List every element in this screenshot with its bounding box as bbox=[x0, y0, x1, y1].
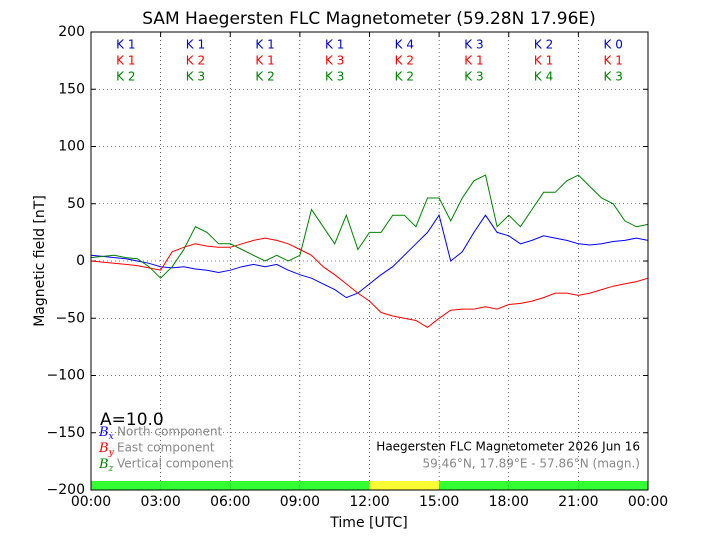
x-axis-label: Time [UTC] bbox=[329, 515, 407, 531]
y-tick-label: 150 bbox=[58, 81, 85, 97]
station-note: Haegersten FLC Magnetometer 2026 Jun 16 bbox=[376, 440, 640, 454]
legend-symbol: Bx bbox=[98, 425, 114, 442]
x-tick-label: 18:00 bbox=[489, 494, 529, 510]
y-axis-label: Magnetic field [nT] bbox=[32, 195, 48, 327]
k-index: K 1 bbox=[116, 38, 135, 52]
k-index: K 1 bbox=[186, 38, 205, 52]
x-tick-label: 15:00 bbox=[419, 494, 459, 510]
k-index: K 2 bbox=[395, 54, 414, 68]
legend-label: East component bbox=[117, 441, 215, 455]
coordinates-note: 59.46°N, 17.89°E - 57.86°N (magn.) bbox=[423, 457, 640, 471]
activity-index: A=10.0 bbox=[100, 410, 164, 430]
legend-symbol-subscript: x bbox=[109, 432, 114, 442]
legend-symbol-letter: B bbox=[98, 457, 109, 472]
x-tick-label: 12:00 bbox=[349, 494, 389, 510]
y-tick-label: −50 bbox=[55, 310, 85, 326]
legend-label: North component bbox=[117, 425, 223, 439]
status-segment bbox=[369, 481, 440, 490]
chart-title: SAM Haegersten FLC Magnetometer (59.28N … bbox=[142, 9, 596, 29]
series-line bbox=[90, 237, 649, 329]
x-tick-label: 21:00 bbox=[558, 494, 598, 510]
status-segment bbox=[439, 481, 509, 490]
legend-symbol-letter: B bbox=[98, 425, 109, 440]
k-index: K 3 bbox=[325, 54, 344, 68]
plot-frame bbox=[90, 31, 649, 491]
status-segment bbox=[299, 481, 370, 490]
series-line bbox=[90, 174, 649, 279]
k-index: K 1 bbox=[534, 54, 553, 68]
legend-symbol-subscript: z bbox=[108, 464, 114, 474]
status-segment bbox=[578, 481, 648, 490]
k-index: K 1 bbox=[116, 54, 135, 68]
k-index: K 2 bbox=[186, 54, 205, 68]
y-tick-label: 0 bbox=[76, 253, 85, 269]
legend-symbol-subscript: y bbox=[108, 448, 115, 458]
k-index: K 3 bbox=[464, 38, 483, 52]
k-index: K 4 bbox=[395, 38, 414, 52]
k-index: K 2 bbox=[255, 70, 274, 84]
x-tick-label: 00:00 bbox=[628, 494, 668, 510]
k-index: K 3 bbox=[604, 70, 623, 84]
y-tick-label: 200 bbox=[58, 24, 85, 40]
k-index: K 2 bbox=[534, 38, 553, 52]
status-segment bbox=[230, 481, 300, 490]
x-tick-label: 09:00 bbox=[280, 494, 320, 510]
status-segment bbox=[91, 481, 161, 490]
y-tick-label: 50 bbox=[67, 196, 85, 212]
k-index: K 2 bbox=[116, 70, 135, 84]
y-tick-label: −100 bbox=[47, 368, 85, 384]
k-index: K 1 bbox=[325, 38, 344, 52]
k-index: K 1 bbox=[604, 54, 623, 68]
legend-label: Vertical component bbox=[117, 457, 234, 471]
status-segment bbox=[160, 481, 231, 490]
x-tick-label: 06:00 bbox=[210, 494, 250, 510]
legend-symbol: By bbox=[98, 441, 115, 458]
k-index: K 3 bbox=[325, 70, 344, 84]
status-segment bbox=[508, 481, 579, 490]
y-tick-label: −200 bbox=[47, 482, 85, 498]
k-index: K 4 bbox=[534, 70, 553, 84]
legend-symbol: Bz bbox=[98, 457, 114, 474]
series-line bbox=[90, 213, 649, 299]
k-index: K 3 bbox=[464, 70, 483, 84]
k-index: K 3 bbox=[186, 70, 205, 84]
y-tick-label: −150 bbox=[47, 425, 85, 441]
x-tick-label: 00:00 bbox=[71, 494, 111, 510]
k-index: K 1 bbox=[255, 54, 274, 68]
x-tick-label: 03:00 bbox=[140, 494, 180, 510]
k-index: K 1 bbox=[464, 54, 483, 68]
legend-symbol-letter: B bbox=[98, 441, 109, 456]
k-index: K 2 bbox=[395, 70, 414, 84]
y-tick-label: 100 bbox=[58, 139, 85, 155]
k-index: K 0 bbox=[604, 38, 623, 52]
k-index: K 1 bbox=[255, 38, 274, 52]
